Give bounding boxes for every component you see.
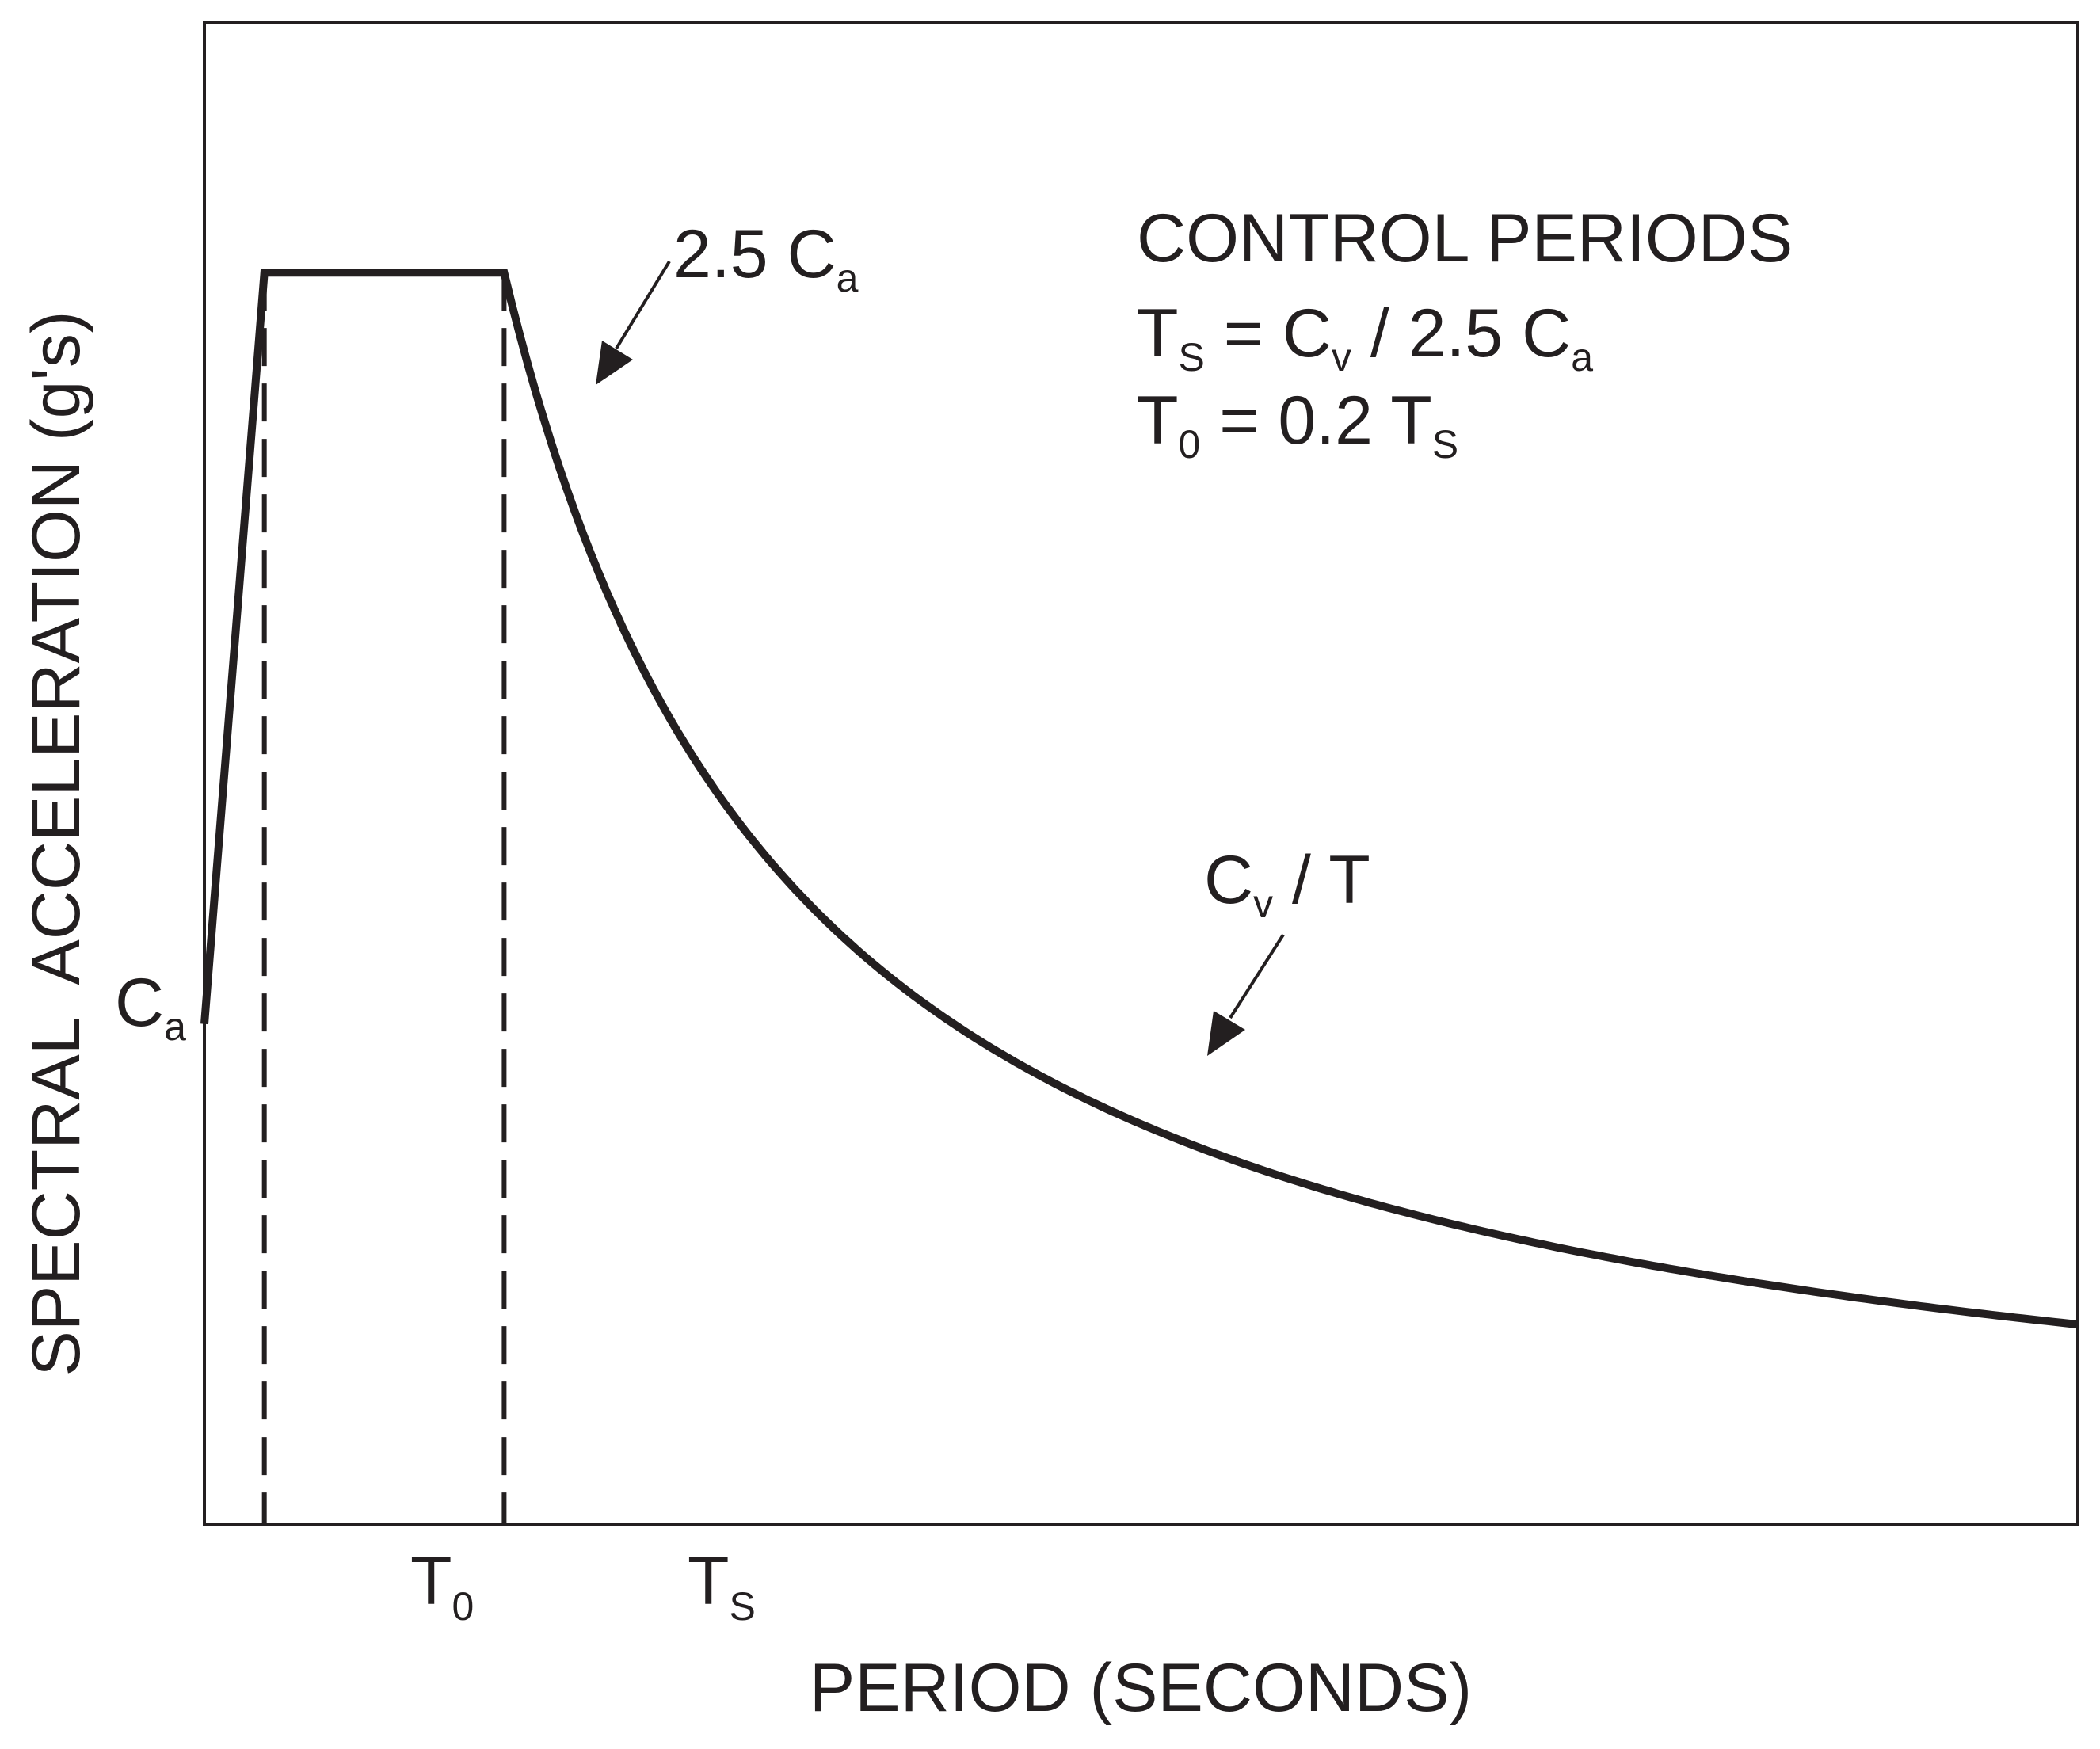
y-axis-label: SPECTRAL ACCELERATION (g's) bbox=[18, 311, 94, 1377]
control-periods-line2: T0 = 0.2 TS bbox=[1137, 383, 1458, 467]
control-periods-heading: CONTROL PERIODS bbox=[1137, 200, 1793, 276]
x-tick-ts: TS bbox=[688, 1543, 756, 1629]
plot-frame bbox=[203, 21, 2079, 1526]
plateau-annotation: 2.5 Ca bbox=[673, 216, 859, 300]
decay-annotation: Cv / T bbox=[1204, 842, 1370, 926]
x-tick-t0: T0 bbox=[410, 1543, 474, 1629]
x-axis-label: PERIOD (SECONDS) bbox=[810, 1650, 1472, 1726]
control-periods-line1: TS = Cv / 2.5 Ca bbox=[1137, 295, 1593, 379]
plateau-arrow bbox=[596, 260, 671, 385]
spectrum-curve bbox=[200, 269, 2079, 1329]
y-tick-ca: Ca bbox=[115, 965, 186, 1049]
decay-arrow bbox=[1207, 933, 1285, 1056]
